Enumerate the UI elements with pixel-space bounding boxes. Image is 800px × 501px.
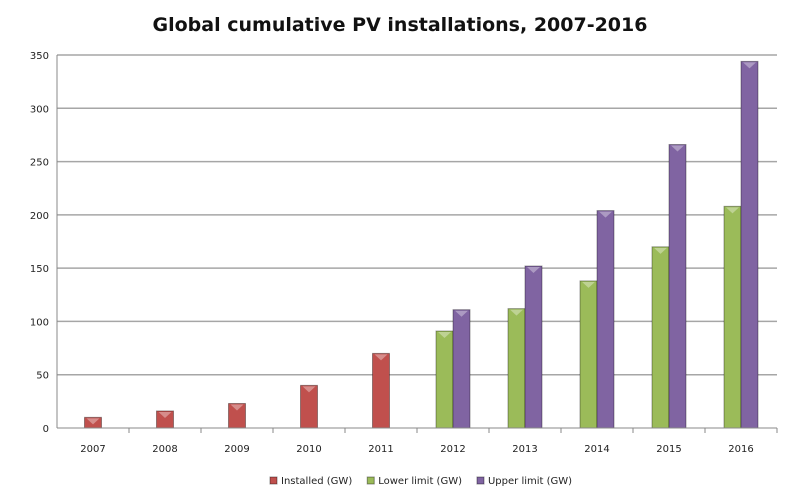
bar-upper-2016	[740, 60, 759, 429]
y-tick-label: 0	[43, 424, 49, 435]
legend-label: Lower limit (GW)	[378, 476, 462, 487]
bar-lower-2016	[723, 205, 742, 429]
y-tick-label: 100	[30, 317, 49, 328]
x-tick-label: 2013	[512, 444, 537, 455]
y-tick-label: 300	[30, 104, 49, 115]
bar-upper-2015	[668, 144, 687, 429]
legend-swatch	[366, 476, 375, 485]
x-tick-label: 2007	[80, 444, 105, 455]
chart-title: Global cumulative PV installations, 2007…	[153, 14, 648, 36]
x-tick-label: 2008	[152, 444, 177, 455]
x-tick-label: 2009	[224, 444, 249, 455]
legend-swatch	[476, 476, 485, 485]
y-tick-label: 250	[30, 158, 49, 169]
x-tick-label: 2016	[728, 444, 753, 455]
x-tick-label: 2014	[584, 444, 609, 455]
y-tick-label: 350	[30, 51, 49, 62]
bar-upper-2012	[452, 309, 471, 429]
x-tick-label: 2015	[656, 444, 681, 455]
x-tick-label: 2011	[368, 444, 393, 455]
legend-swatch	[269, 476, 278, 485]
bar-upper-2013	[524, 265, 543, 429]
x-tick-label: 2012	[440, 444, 465, 455]
bar-installed-2011	[372, 352, 390, 429]
bar-lower-2012	[435, 330, 454, 429]
bar-lower-2015	[651, 246, 670, 429]
bar-lower-2014	[579, 280, 598, 429]
legend-label: Upper limit (GW)	[488, 476, 572, 487]
y-tick-label: 200	[30, 211, 49, 222]
legend-label: Installed (GW)	[281, 476, 352, 487]
y-tick-label: 150	[30, 264, 49, 275]
bar-upper-2014	[596, 210, 615, 429]
bar-lower-2013	[507, 308, 526, 429]
y-tick-label: 50	[36, 371, 49, 382]
x-tick-label: 2010	[296, 444, 321, 455]
